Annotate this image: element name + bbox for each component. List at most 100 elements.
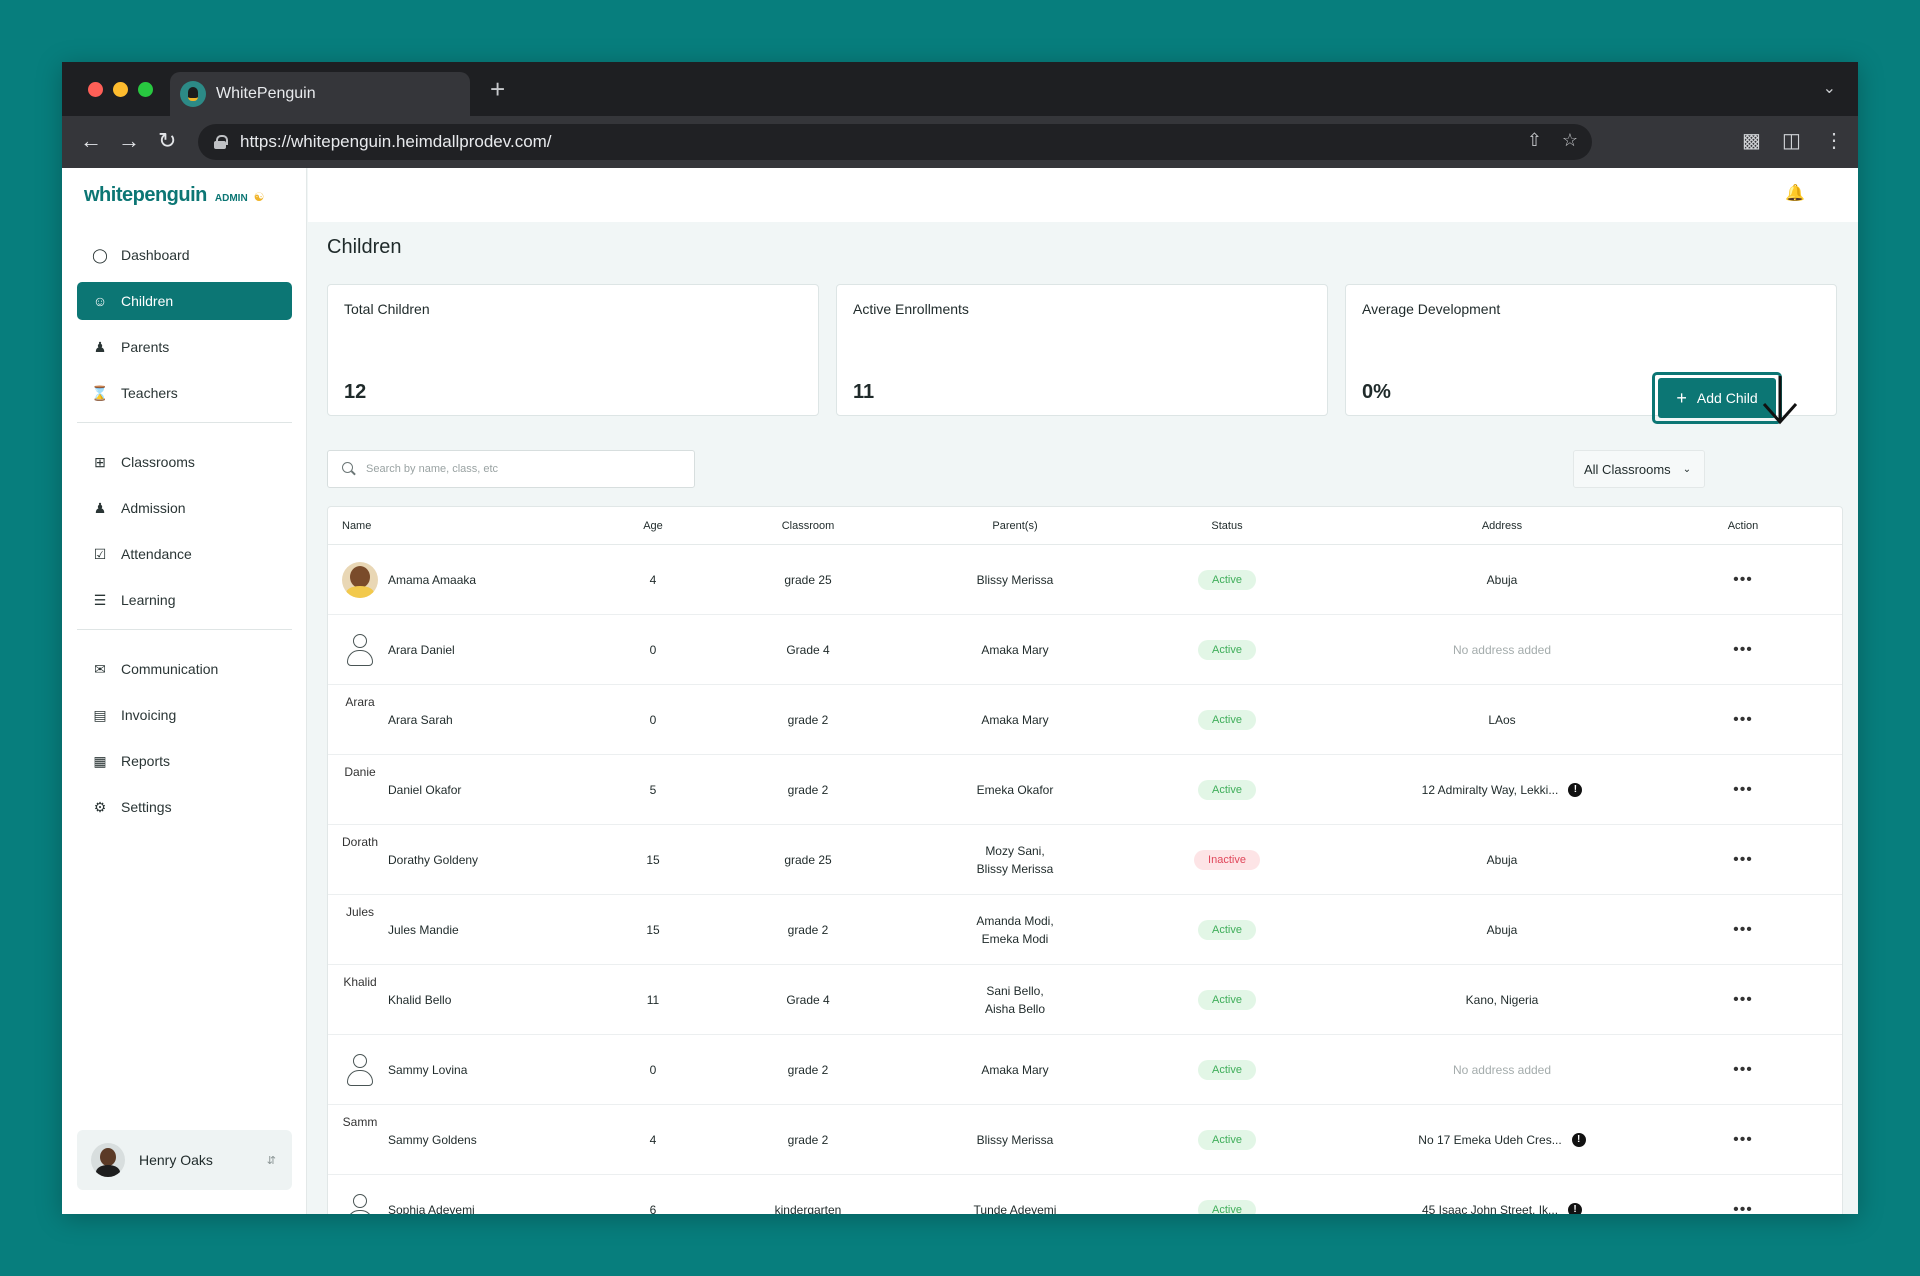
maximize-window-button[interactable] bbox=[138, 82, 153, 97]
reload-icon[interactable]: ↻ bbox=[158, 128, 177, 153]
info-icon[interactable]: ! bbox=[1568, 782, 1583, 797]
parent-name: Blissy Merissa bbox=[976, 572, 1054, 587]
cell-address: Abuja bbox=[1342, 923, 1662, 937]
parent-name: Amaka Mary bbox=[981, 1062, 1049, 1077]
cell-status: Active bbox=[1112, 919, 1342, 940]
parent-name: Aisha Bello bbox=[984, 1001, 1046, 1016]
table-row[interactable]: Sammy Lovina 0 grade 2 Amaka Mary Active No a… bbox=[328, 1035, 1842, 1105]
share-icon[interactable]: ⇧ bbox=[1526, 130, 1542, 150]
column-header-age[interactable]: Age bbox=[643, 519, 663, 532]
browser-window: WhitePenguin + ⌄ ← → ↻ https://whitepeng… bbox=[62, 62, 1858, 1214]
classroom-filter-select[interactable]: All Classrooms ⌄ bbox=[1573, 450, 1705, 488]
sidebar-item-dashboard[interactable]: ◯ Dashboard bbox=[77, 236, 292, 274]
back-arrow-icon[interactable]: ← bbox=[80, 128, 102, 153]
sidebar-item-label: Children bbox=[121, 293, 174, 309]
more-options-icon[interactable]: ••• bbox=[1733, 1200, 1753, 1215]
table-row[interactable]: Arara Arara Sarah 0 grade 2 Amaka Mary Active… bbox=[328, 685, 1842, 755]
chevron-down-icon: ⌄ bbox=[1682, 463, 1692, 475]
sidebar-item-admission[interactable]: ♟ Admission bbox=[77, 489, 292, 527]
stat-card-total-children: Total Children 12 bbox=[327, 284, 819, 416]
cell-action: ••• bbox=[1662, 1061, 1824, 1079]
sidebar-item-parents[interactable]: ♟ Parents bbox=[77, 328, 292, 366]
table-row[interactable]: Dorath Dorathy Goldeny 15 grade 25 Mozy Sani… bbox=[328, 825, 1842, 895]
table-row[interactable]: Amama Amaaka 4 grade 25 Blissy Merissa Activ… bbox=[328, 545, 1842, 615]
sidebar-item-teachers[interactable]: ⌛ Teachers bbox=[77, 374, 292, 412]
info-icon[interactable]: ! bbox=[1571, 1132, 1586, 1147]
new-tab-button[interactable]: + bbox=[490, 74, 506, 104]
settings-icon: ⚙ bbox=[93, 798, 107, 815]
sidebar-item-settings[interactable]: ⚙ Settings bbox=[77, 788, 292, 826]
sidebar-item-reports[interactable]: ▦ Reports bbox=[77, 742, 292, 780]
cell-address: No address added bbox=[1342, 643, 1662, 657]
sidebar-item-classrooms[interactable]: ⊞ Classrooms bbox=[77, 443, 292, 481]
user-profile-switcher[interactable]: Henry Oaks ⇵ bbox=[77, 1130, 292, 1190]
more-options-icon[interactable]: ••• bbox=[1733, 920, 1753, 938]
sidebar-item-label: Attendance bbox=[121, 546, 192, 562]
tab-title: WhitePenguin bbox=[216, 85, 316, 102]
side-panel-icon[interactable]: ◫ bbox=[1782, 130, 1801, 152]
status-badge: Active bbox=[1198, 919, 1256, 940]
cell-name: Dorath Dorathy Goldeny bbox=[328, 835, 608, 871]
cell-name: Sophia Adeyemi bbox=[328, 1192, 608, 1214]
cell-status: Active bbox=[1112, 1129, 1342, 1150]
parents-icon: ♟ bbox=[93, 338, 107, 355]
more-options-icon[interactable]: ••• bbox=[1733, 570, 1753, 588]
column-header-classroom[interactable]: Classroom bbox=[781, 519, 835, 532]
sidebar-item-communication[interactable]: ✉ Communication bbox=[77, 650, 292, 688]
sidebar-item-invoicing[interactable]: ▤ Invoicing bbox=[77, 696, 292, 734]
extensions-puzzle-icon[interactable]: ▩ bbox=[1742, 130, 1761, 152]
table-body: Amama Amaaka 4 grade 25 Blissy Merissa Activ… bbox=[328, 545, 1842, 1214]
minimize-window-button[interactable] bbox=[113, 82, 128, 97]
table-row[interactable]: Khalid Khalid Bello 11 Grade 4 Sani Bello, Ai… bbox=[328, 965, 1842, 1035]
more-options-icon[interactable]: ••• bbox=[1733, 1130, 1753, 1148]
communication-icon: ✉ bbox=[94, 660, 106, 677]
cell-classroom: Grade 4 bbox=[786, 992, 830, 1007]
more-options-icon[interactable]: ••• bbox=[1733, 850, 1753, 868]
cell-parents: Emeka Okafor bbox=[918, 781, 1112, 799]
status-badge: Active bbox=[1198, 1129, 1256, 1150]
address-bar[interactable]: https://whitepenguin.heimdallprodev.com/… bbox=[198, 124, 1592, 160]
sidebar-divider bbox=[77, 629, 292, 630]
sidebar-item-learning[interactable]: ☰ Learning bbox=[77, 581, 292, 619]
cell-name: Sammy Lovina bbox=[328, 1052, 608, 1088]
table-row[interactable]: Samm Sammy Goldens 4 grade 2 Blissy Merissa A… bbox=[328, 1105, 1842, 1175]
bookmark-star-icon[interactable]: ☆ bbox=[1561, 130, 1578, 150]
cell-status: Active bbox=[1112, 709, 1342, 730]
down-arrow-indicator-icon bbox=[1762, 376, 1798, 425]
cell-age: 6 bbox=[649, 1202, 657, 1215]
column-header-address[interactable]: Address bbox=[1481, 519, 1523, 532]
more-options-icon[interactable]: ••• bbox=[1733, 640, 1753, 658]
add-child-button[interactable]: + Add Child bbox=[1658, 378, 1776, 418]
sidebar-item-children[interactable]: ☺ Children bbox=[77, 282, 292, 320]
search-icon bbox=[342, 462, 356, 476]
more-options-icon[interactable]: ••• bbox=[1733, 780, 1753, 798]
table-row[interactable]: Jules Jules Mandie 15 grade 2 Amanda Modi, Em… bbox=[328, 895, 1842, 965]
child-name: Sammy Goldens bbox=[388, 1132, 477, 1147]
browser-tab[interactable]: WhitePenguin bbox=[170, 72, 470, 116]
info-icon[interactable]: ! bbox=[1568, 1202, 1583, 1214]
cell-address: LAos bbox=[1342, 713, 1662, 727]
column-header-parents[interactable]: Parent(s) bbox=[992, 519, 1038, 532]
column-header-name[interactable]: Name bbox=[342, 519, 372, 532]
cell-classroom: Grade 4 bbox=[786, 642, 830, 657]
browser-menu-icon[interactable]: ⋮ bbox=[1824, 130, 1844, 152]
forward-arrow-icon[interactable]: → bbox=[118, 128, 140, 153]
more-options-icon[interactable]: ••• bbox=[1733, 1060, 1753, 1078]
table-row[interactable]: Danie Daniel Okafor 5 grade 2 Emeka Okafor Ac… bbox=[328, 755, 1842, 825]
more-options-icon[interactable]: ••• bbox=[1733, 710, 1753, 728]
tab-search-chevron-icon[interactable]: ⌄ bbox=[1822, 80, 1836, 97]
table-row[interactable]: Arara Daniel 0 Grade 4 Amaka Mary Active No a… bbox=[328, 615, 1842, 685]
cell-name: Jules Jules Mandie bbox=[328, 905, 608, 941]
app-logo[interactable]: whitepenguin ADMIN ☯ bbox=[84, 184, 264, 207]
table-row[interactable]: Sophia Adeyemi 6 kindergarten Tunde Adeyemi… bbox=[328, 1175, 1842, 1214]
close-window-button[interactable] bbox=[88, 82, 103, 97]
avatar bbox=[342, 561, 378, 598]
stat-card-active-enrollments: Active Enrollments 11 bbox=[836, 284, 1328, 416]
sidebar-item-label: Admission bbox=[121, 500, 186, 516]
more-options-icon[interactable]: ••• bbox=[1733, 990, 1753, 1008]
search-input[interactable] bbox=[366, 463, 686, 475]
sidebar-item-attendance[interactable]: ☑ Attendance bbox=[77, 535, 292, 573]
status-badge: Active bbox=[1198, 569, 1256, 590]
bell-icon[interactable]: 🔔 bbox=[1785, 185, 1805, 202]
column-header-status[interactable]: Status bbox=[1211, 519, 1243, 532]
